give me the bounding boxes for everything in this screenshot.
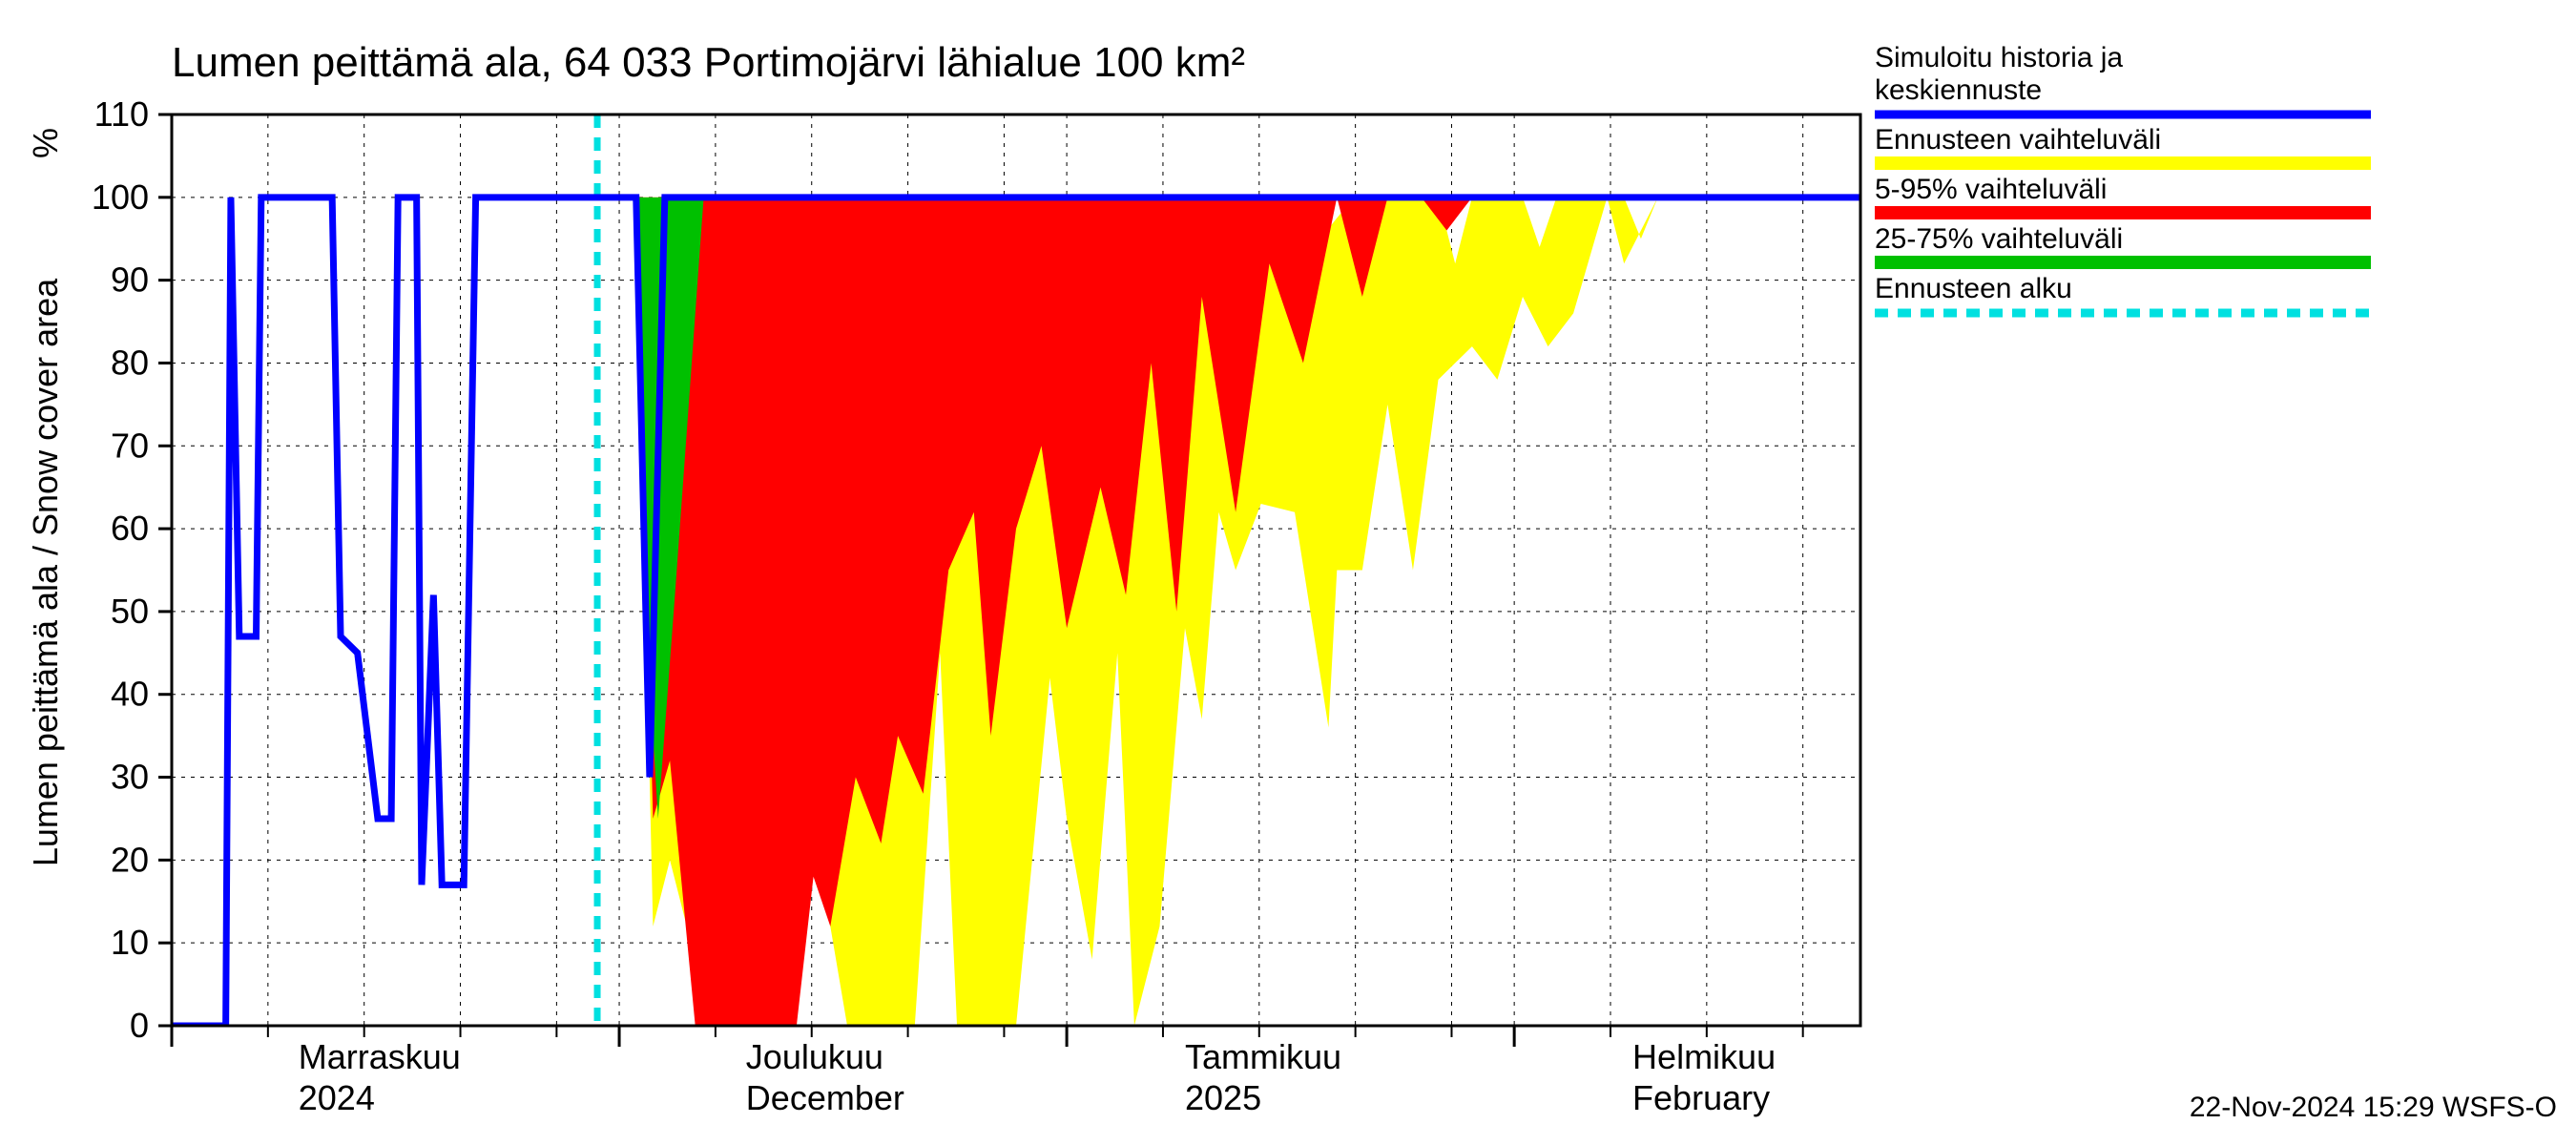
x-axis-sub-label: 2024	[299, 1078, 375, 1117]
y-tick-label: 40	[111, 675, 149, 714]
y-axis-label-unit: %	[26, 128, 65, 158]
legend: Simuloitu historia jakeskiennuste Ennuste…	[1875, 42, 2371, 313]
legend-swatch	[1875, 256, 2371, 269]
plot-area: 0 10 20 30 40 50 60 70 80 90 100 110 Marraskuu2024 Jo…	[92, 94, 1860, 1117]
band-5-95	[636, 198, 1860, 1026]
y-tick-label: 70	[111, 426, 149, 465]
legend-swatch	[1875, 156, 2371, 170]
y-tick-label: 60	[111, 509, 149, 548]
x-axis-month-label: Helmikuu	[1632, 1037, 1776, 1076]
y-tick-label: 100	[92, 177, 149, 217]
y-axis-label-main: Lumen peittämä ala / Snow cover area	[26, 278, 65, 866]
legend-label: 25-75% vaihteluväli	[1875, 223, 2123, 255]
y-tick-label: 30	[111, 758, 149, 797]
y-tick-label: 10	[111, 923, 149, 962]
legend-label: Simuloitu historia ja	[1875, 42, 2123, 73]
x-axis-sub-label: February	[1632, 1078, 1770, 1117]
legend-label: Ennusteen alku	[1875, 273, 2072, 304]
x-axis-sub-label: December	[746, 1078, 904, 1117]
x-axis-month-label: Marraskuu	[299, 1037, 461, 1076]
snow-cover-chart: Lumen peittämä ala, 64 033 Portimojärvi …	[0, 0, 2576, 1145]
legend-label: 5-95% vaihteluväli	[1875, 174, 2107, 205]
y-tick-label: 80	[111, 343, 149, 382]
x-axis-sub-label: 2025	[1185, 1078, 1261, 1117]
x-axis-month-label: Joulukuu	[746, 1037, 883, 1076]
y-tick-label: 0	[130, 1006, 149, 1045]
x-axis-month-label: Tammikuu	[1185, 1037, 1341, 1076]
chart-title: Lumen peittämä ala, 64 033 Portimojärvi …	[172, 39, 1245, 86]
y-tick-label: 90	[111, 260, 149, 300]
y-tick-label: 110	[94, 94, 149, 134]
legend-swatch	[1875, 206, 2371, 219]
y-tick-label: 50	[111, 592, 149, 631]
timestamp: 22-Nov-2024 15:29 WSFS-O	[2190, 1092, 2557, 1123]
y-tick-label: 20	[111, 840, 149, 879]
legend-label: keskiennuste	[1875, 74, 2042, 106]
legend-label: Ennusteen vaihteluväli	[1875, 124, 2161, 156]
